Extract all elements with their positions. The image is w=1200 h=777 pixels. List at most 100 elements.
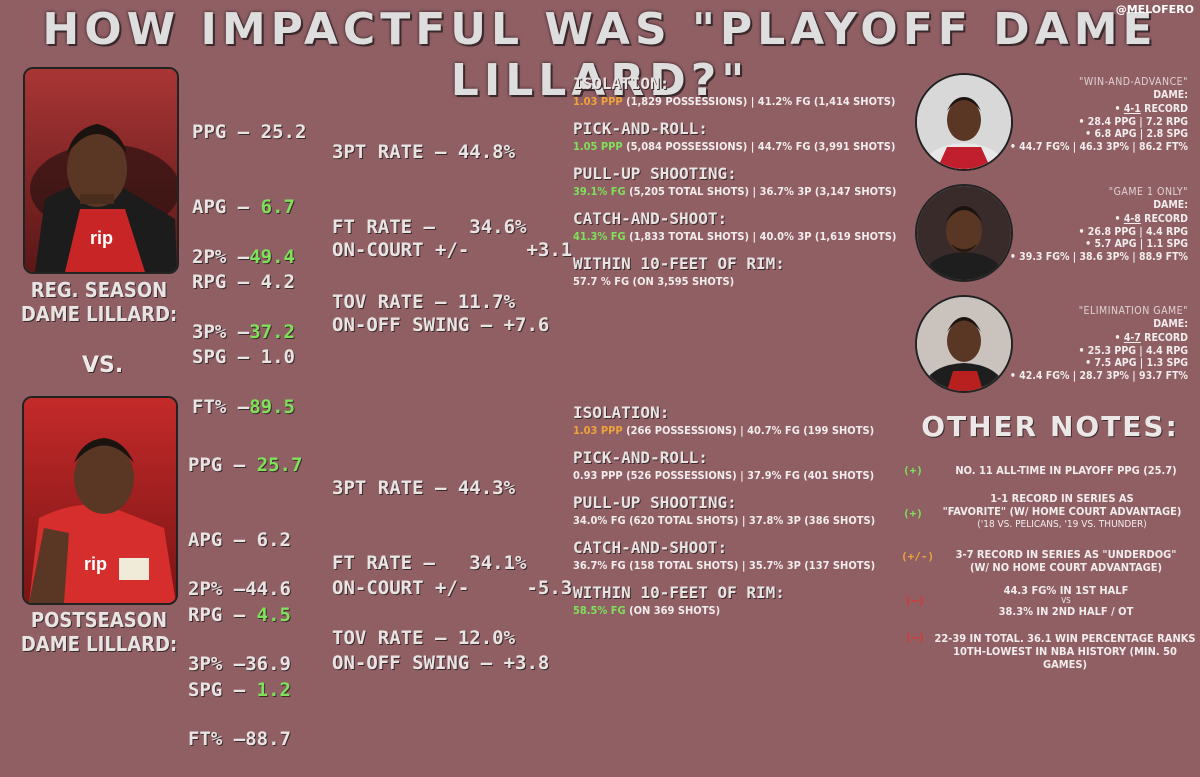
post-ft-row: FT% –88.7 [188,727,291,752]
scenario-elimination: "ELIMINATION GAME" DAME: • 4-7 RECORD • … [1000,305,1188,382]
scenario-title: "ELIMINATION GAME" [1078,305,1188,317]
play-detail-text: (5,205 TOTAL SHOTS) | 36.7% 3P (3,147 SH… [625,185,897,198]
page-title: HOW IMPACTFUL WAS "PLAYOFF DAME LILLARD?… [42,4,1158,106]
play-detail-text: (1,829 POSSESSIONS) | 41.2% FG (1,414 SH… [622,95,896,108]
post-impact-stats: ON-COURT +/- -5.3 ON-OFF SWING – +3.8 [332,526,572,701]
stat-value: 25.2 [260,121,307,143]
note-sign-positive: (+) [903,507,923,520]
regular-caption-line2: DAME LILLARD: [20,302,178,326]
play-detail-text: (ON 369 SHOTS) [625,604,721,617]
play-ppp: 1.03 PPP [573,424,623,437]
stat-label: SPG – [192,346,250,368]
play-detail-isolation: 1.03 PPP (266 POSSESSIONS) | 40.7% FG (1… [573,424,903,437]
note-line: 3-7 RECORD IN SERIES AS "UNDERDOG" [955,548,1177,561]
stat-label: APG – [192,196,250,218]
play-detail-catch-shoot: 36.7% FG (158 TOTAL SHOTS) | 35.7% 3P (1… [573,559,903,572]
play-detail-rim: 57.7 % FG (ON 3,595 SHOTS) [573,275,903,288]
note-line: 1-1 RECORD IN SERIES AS [990,492,1134,505]
regular-caption-line1: REG. SEASON [30,278,168,302]
post-3p-row: 3P% –36.9 [188,652,291,677]
note-3: 3-7 RECORD IN SERIES AS "UNDERDOG" (W/ N… [935,548,1197,574]
record-suffix: RECORD [1140,213,1188,225]
play-heading-isolation: ISOLATION: [573,74,670,93]
post-rate-stats: 3PT RATE – 44.3% FT RATE – 34.1% TOV RAT… [332,426,526,676]
post-apg-row: APG – 6.2 [188,528,302,553]
note-line: NO. 11 ALL-TIME IN PLAYOFF PPG (25.7) [955,464,1177,477]
scenario-line: • 26.8 PPG | 4.4 RPG [1078,225,1188,238]
scenario-title: "WIN-AND-ADVANCE" [1079,76,1188,88]
play-heading-rim: WITHIN 10-FEET OF RIM: [573,583,785,602]
stat-label: RPG – [192,271,250,293]
stat-label: PPG – [188,454,246,476]
regular-2p-row: 2P% –49.4 [192,245,295,270]
note-5: 22-39 IN TOTAL. 36.1 WIN PERCENTAGE RANK… [930,632,1200,671]
play-heading-pullup: PULL-UP SHOOTING: [573,493,737,512]
play-detail-text: (1,833 TOTAL SHOTS) | 40.0% 3P (1,619 SH… [625,230,897,243]
regular-oncourt-row: ON-COURT +/- +3.1 [332,238,572,263]
stat-value: +3.8 [503,652,550,674]
play-detail-catch-shoot: 41.3% FG (1,833 TOTAL SHOTS) | 40.0% 3P … [573,230,903,243]
play-detail-text: (526 POSSESSIONS) | 37.9% FG (401 SHOTS) [622,469,875,482]
scenario-record: • 4-8 RECORD [1114,213,1188,225]
play-ppp: 0.93 PPP [573,469,623,482]
stat-label: PPG – [192,121,250,143]
regular-play-types: ISOLATION: 1.03 PPP (1,829 POSSESSIONS) … [573,74,903,288]
play-fg: 41.3% FG [573,230,626,243]
stat-value: 25.7 [256,454,303,476]
record-suffix: RECORD [1140,332,1188,344]
stat-label: 2P% – [188,578,246,600]
stat-value: 12.0% [457,627,516,649]
note-line: 22-39 IN TOTAL. 36.1 WIN PERCENTAGE RANK… [934,632,1196,645]
stat-value: 37.2 [249,321,295,343]
regular-spg-row: SPG – 1.0 [192,345,306,370]
play-detail-text: (158 TOTAL SHOTS) | 35.7% 3P (137 SHOTS) [625,559,876,572]
note-sign-negative: (–) [905,594,925,607]
play-fg: 58.5% FG [573,604,626,617]
record-value: 4-7 [1123,332,1141,344]
regular-ppg-row: PPG – 25.2 [192,120,306,145]
stat-label: FT% – [188,728,246,750]
stat-label: ON-OFF SWING – [332,314,493,336]
play-heading-pnr: PICK-AND-ROLL: [573,119,708,138]
play-fg: 39.1% FG [573,185,626,198]
stat-label: RPG – [188,604,246,626]
scenario-line: • 42.4 FG% | 28.7 3P% | 93.7 FT% [1009,369,1188,382]
play-detail-text: (266 POSSESSIONS) | 40.7% FG (199 SHOTS) [622,424,875,437]
play-heading-isolation: ISOLATION: [573,403,670,422]
scenario-line: • 28.4 PPG | 7.2 RPG [1078,115,1188,128]
note-4: 44.3 FG% IN 1ST HALF VS 38.3% IN 2ND HAL… [936,584,1196,618]
play-heading-catch-shoot: CATCH-AND-SHOOT: [573,209,728,228]
play-detail-text: (ON 3,595 SHOTS) [629,275,735,288]
scenario-record: • 4-1 RECORD [1114,103,1188,115]
stat-value: 1.0 [260,346,295,368]
stat-value: 34.1% [469,552,527,574]
vs-label: VS. [82,353,124,378]
stat-value: 44.3% [457,477,516,499]
stat-value: 36.9 [245,653,291,675]
note-line: 44.3 FG% IN 1ST HALF [1003,584,1129,597]
regular-rate-stats: 3PT RATE – 44.8% FT RATE – 34.6% TOV RAT… [332,90,526,340]
play-detail-pullup: 39.1% FG (5,205 TOTAL SHOTS) | 36.7% 3P … [573,185,903,198]
play-fg: 57.7 % FG [573,275,630,288]
stat-label: ON-COURT +/- [332,577,470,599]
stat-label: 3PT RATE – [332,141,447,163]
regular-tov-rate-row: TOV RATE – 11.7% [332,290,526,315]
post-oncourt-row: ON-COURT +/- -5.3 [332,576,572,601]
note-sign-negative: (–) [905,631,925,644]
note-line: (W/ NO HOME COURT ADVANTAGE) [969,561,1163,574]
scenario-photo-elimination [915,295,1013,393]
stat-label: 3P% – [188,653,246,675]
post-tov-rate-row: TOV RATE – 12.0% [332,626,526,651]
play-heading-rim: WITHIN 10-FEET OF RIM: [573,254,785,273]
scenario-game-1: "GAME 1 ONLY" DAME: • 4-8 RECORD • 26.8 … [1000,186,1188,263]
stat-label: 2P% – [192,246,250,268]
scenario-who: DAME: [1153,198,1188,211]
regular-basic-stats: PPG – 25.2 APG – 6.7 RPG – 4.2 SPG – 1.0 [192,70,306,395]
author-handle: @MELOFERO [1115,3,1194,16]
stat-label: APG – [188,529,246,551]
play-ppp: 1.05 PPP [573,140,623,153]
scenario-record: • 4-7 RECORD [1114,332,1188,344]
scenario-line: • 7.5 APG | 1.3 SPG [1085,357,1188,369]
stat-value: 49.4 [249,246,295,268]
note-line: "FAVORITE" (W/ HOME COURT ADVANTAGE) [942,505,1182,518]
